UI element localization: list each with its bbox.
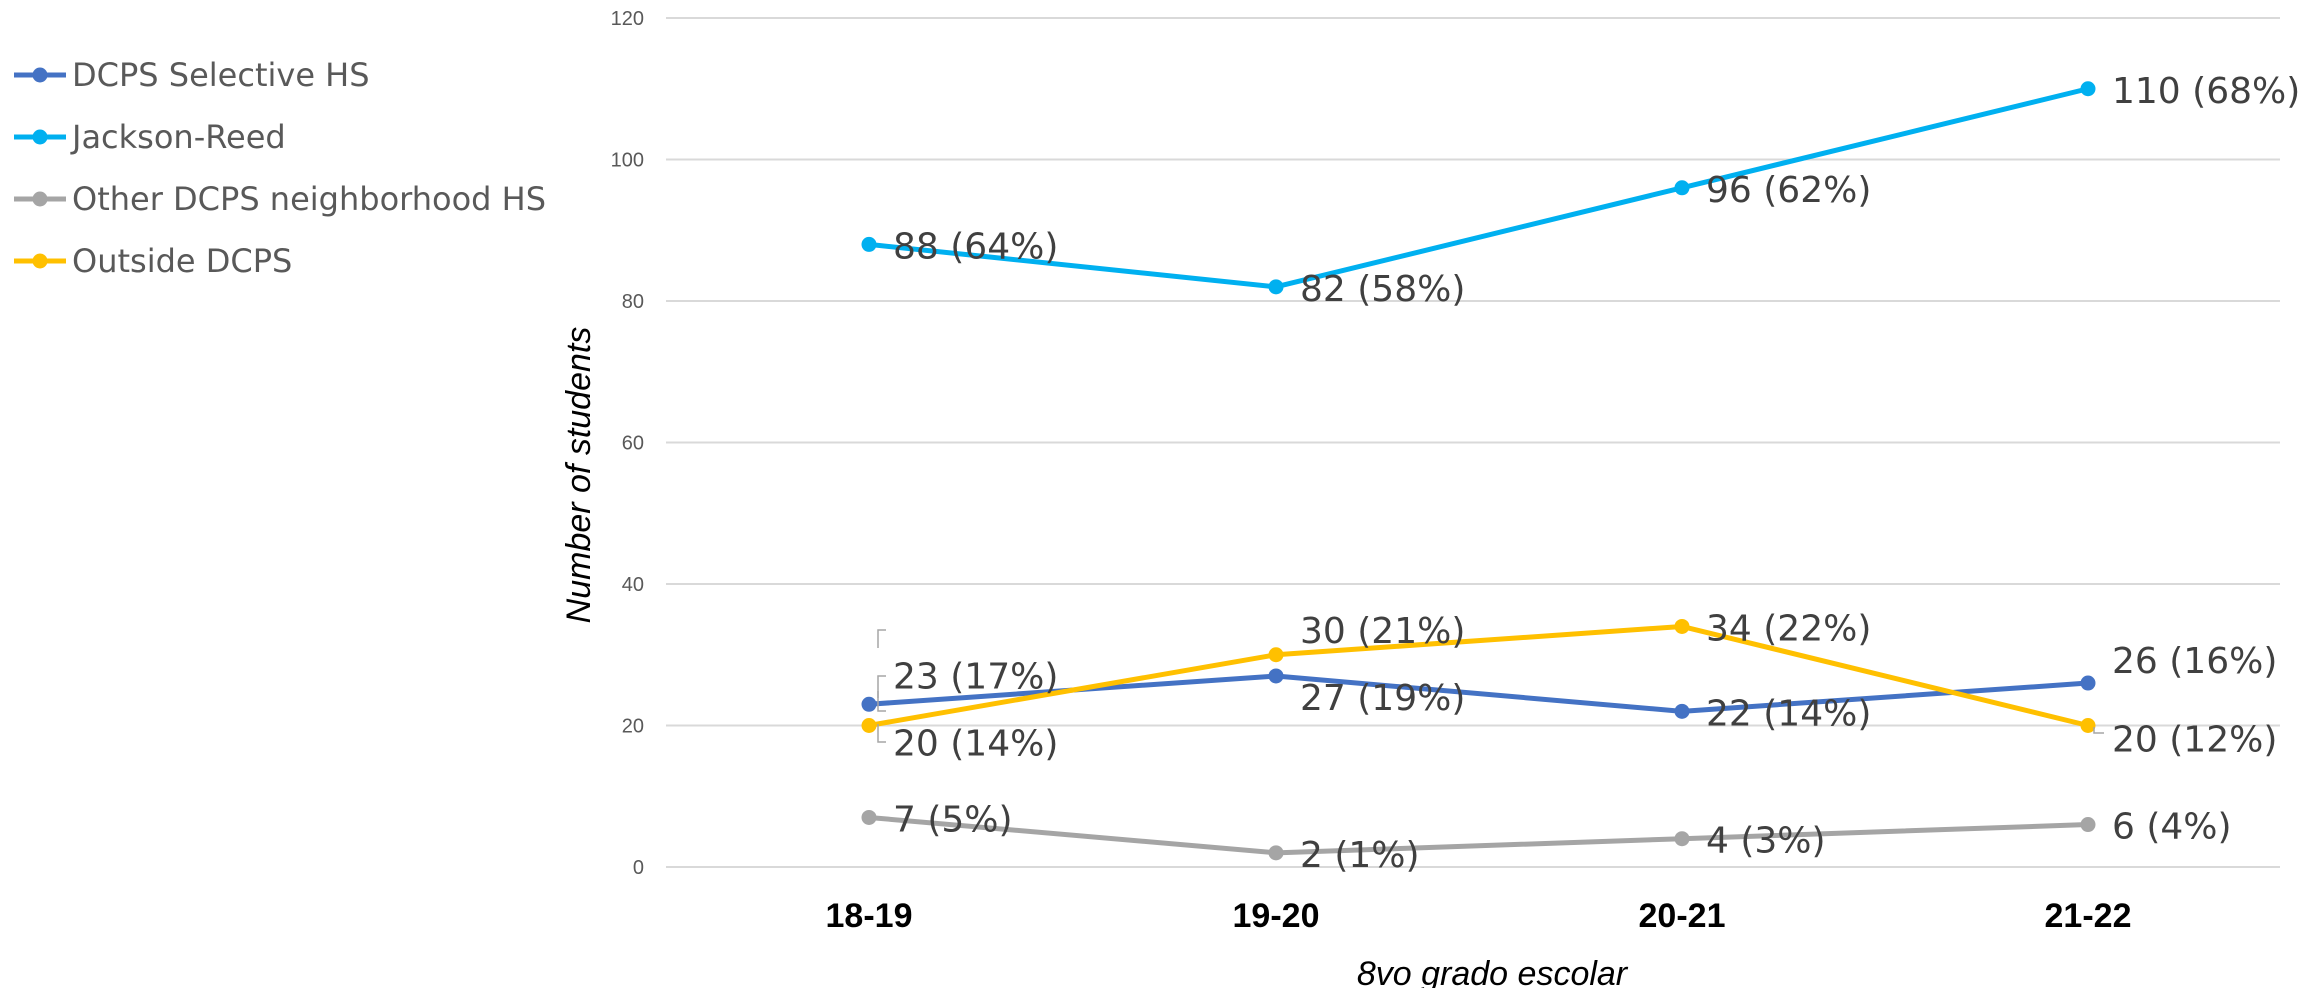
data-point [861,809,877,825]
legend-swatch-marker [32,67,48,83]
data-label: 110 (68%) [2112,71,2300,112]
x-tick-label: 21-22 [2045,897,2132,935]
data-label: 20 (14%) [893,724,1058,765]
data-label: 88 (64%) [893,226,1058,267]
data-point [1674,703,1690,719]
series-2 [861,809,2096,861]
series-line [866,623,2091,728]
y-tick-label: 20 [622,716,644,738]
data-label: 82 (58%) [1300,269,1465,310]
series-line [866,814,2091,856]
y-tick-label: 0 [633,857,644,879]
leader-line [877,724,886,743]
data-label: 30 (21%) [1300,611,1465,652]
leader-line [877,691,886,712]
data-point [1674,831,1690,847]
y-tick-label: 120 [611,8,644,30]
data-point [2080,675,2096,691]
y-tick-label: 100 [611,150,644,172]
legend-label: Outside DCPS [72,242,292,280]
leader-line [877,675,886,698]
data-labels: 23 (17%) 27 (19%) 22 (14%) 26 (16%) 88 (64%)… [893,71,2300,876]
data-point [1268,647,1284,663]
data-point [2080,817,2096,833]
data-point [2080,718,2096,733]
data-label: 27 (19%) [1300,678,1465,719]
data-point [861,236,877,252]
data-point [861,696,877,712]
x-tick-label: 18-19 [826,897,913,935]
legend: DCPS Selective HS Jackson-Reed Other DCPS … [14,56,546,280]
legend-item: Outside DCPS [14,242,292,280]
legend-label: DCPS Selective HS [72,56,370,94]
legend-swatch-marker [32,129,48,145]
legend-swatch-marker [32,253,48,269]
legend-label: Other DCPS neighborhood HS [72,180,546,218]
x-axis-title: 8vo grado escolar [1357,955,1629,988]
label-leader-lines [877,629,2104,743]
data-point [1268,279,1284,295]
data-point [1674,180,1690,196]
gridlines [666,17,2280,868]
data-label: 26 (16%) [2112,641,2277,682]
y-tick-label: 60 [622,433,644,455]
x-axis-ticks: 18-19 19-20 20-21 21-22 [826,897,2132,935]
data-point [861,718,877,733]
x-tick-label: 20-21 [1639,897,1726,935]
x-tick-label: 19-20 [1233,897,1320,935]
y-axis-ticks: 0 20 40 60 80 100 120 [611,8,644,879]
data-point [1268,668,1284,684]
data-label: 23 (17%) [893,656,1058,697]
series-lines [861,81,2096,861]
data-label: 6 (4%) [2112,807,2232,848]
legend-item: Other DCPS neighborhood HS [14,180,546,218]
series-3 [861,618,2096,733]
y-tick-label: 40 [622,574,644,596]
data-point [1674,618,1690,634]
data-label: 4 (3%) [1706,821,1826,862]
y-tick-label: 80 [622,291,644,313]
y-axis-title: Number of students [560,327,598,624]
data-label: 20 (12%) [2112,720,2277,761]
legend-swatch-marker [32,191,48,207]
leader-line [2093,727,2104,734]
data-label: 96 (62%) [1706,170,1871,211]
legend-item: Jackson-Reed [14,118,286,156]
legend-item: DCPS Selective HS [14,56,370,94]
data-label: 2 (1%) [1300,835,1420,876]
data-label: 22 (14%) [1706,693,1871,734]
series-line [866,86,2091,290]
data-point [2080,81,2096,97]
data-label: 34 (22%) [1706,608,1871,649]
data-label: 7 (5%) [893,799,1013,840]
leader-line [877,629,886,648]
data-point [1268,845,1284,861]
legend-label: Jackson-Reed [70,118,286,156]
series-1 [861,81,2096,295]
